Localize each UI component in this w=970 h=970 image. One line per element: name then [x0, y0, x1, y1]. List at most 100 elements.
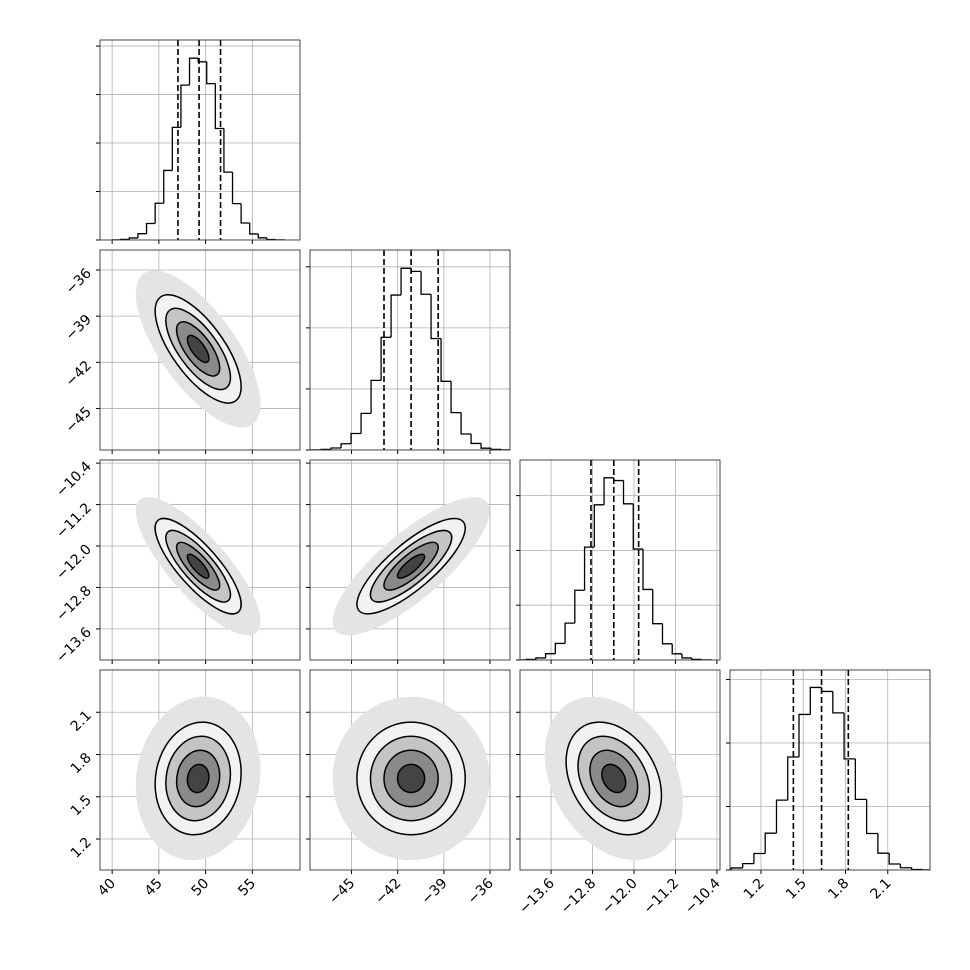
- y-tick-label: 1.8: [68, 750, 95, 777]
- density-contour: [186, 334, 210, 364]
- x-tick-label: −39: [418, 876, 450, 908]
- x-tick-label: −42: [372, 876, 404, 908]
- histogram-step: [661, 623, 673, 645]
- y-tick-label: −11.2: [53, 500, 95, 542]
- histogram-step: [206, 61, 216, 85]
- histogram-step: [231, 172, 242, 205]
- histogram-step: [257, 233, 267, 239]
- histogram-step: [440, 338, 452, 382]
- panel-frame: [309, 459, 511, 661]
- y-tick-label: −12.0: [53, 542, 95, 584]
- histogram-step: [240, 203, 250, 224]
- histogram-step: [214, 83, 224, 130]
- histogram-step: [360, 412, 372, 434]
- x-tick-label: −11.2: [641, 876, 683, 918]
- histogram-step: [583, 546, 595, 591]
- density-contour: [601, 763, 627, 794]
- x-tick-label: −10.4: [682, 875, 724, 917]
- x-tick-label: 55: [235, 876, 259, 900]
- histogram-step: [911, 867, 923, 870]
- x-tick-label: 1.8: [825, 876, 852, 903]
- histogram-step: [249, 223, 259, 235]
- panel: [310, 460, 510, 660]
- density-contour: [186, 553, 210, 579]
- histogram-step: [410, 268, 422, 273]
- histogram-step: [180, 84, 190, 128]
- histogram-step: [764, 832, 777, 854]
- panel-frame: [99, 39, 301, 241]
- x-tick-label: 1.5: [783, 876, 810, 903]
- histogram-step: [450, 381, 462, 414]
- density-contour: [396, 553, 426, 579]
- y-tick-label: 2.1: [68, 708, 95, 735]
- y-tick-label: 1.2: [68, 835, 95, 862]
- histogram-step: [544, 653, 556, 658]
- histogram-step: [154, 202, 164, 224]
- panel: [100, 670, 300, 870]
- histogram-step: [223, 128, 233, 173]
- histogram-step: [188, 57, 199, 86]
- histogram-step: [877, 833, 890, 854]
- y-tick-label: 1.5: [68, 792, 95, 819]
- histogram-step: [480, 443, 492, 449]
- histogram-step: [137, 233, 147, 238]
- panel-frame: [99, 249, 301, 451]
- histogram-step: [809, 686, 822, 715]
- histogram-step: [593, 504, 605, 548]
- x-tick-label: −12.0: [599, 876, 641, 918]
- x-tick-label: 50: [189, 876, 213, 900]
- panel-frame: [309, 669, 511, 871]
- histogram-step: [642, 549, 653, 591]
- x-tick-label: −12.8: [558, 876, 600, 918]
- histogram-step: [742, 863, 754, 868]
- histogram-step: [787, 756, 800, 801]
- histogram-step: [163, 169, 173, 204]
- histogram-step: [350, 432, 362, 444]
- histogram-step: [691, 657, 702, 660]
- density-contour: [396, 763, 426, 794]
- panel-frame: [309, 249, 511, 451]
- histogram-step: [490, 448, 502, 450]
- y-tick-label: −36: [63, 265, 95, 297]
- histogram-step: [899, 863, 912, 869]
- x-tick-label: −13.6: [516, 875, 558, 917]
- histogram-step: [798, 713, 811, 757]
- x-tick-label: 1.2: [741, 876, 768, 903]
- histogram-step: [775, 799, 788, 834]
- histogram-step: [171, 126, 181, 171]
- x-tick-label: 45: [142, 876, 166, 900]
- panel-frame: [99, 459, 301, 661]
- histogram-step: [753, 852, 766, 864]
- panel: [520, 460, 720, 660]
- x-tick-label: 40: [95, 876, 119, 900]
- histogram-step: [832, 691, 845, 714]
- panel: [100, 40, 300, 240]
- histogram-step: [460, 412, 472, 435]
- histogram-step: [128, 237, 138, 240]
- panel: [100, 460, 300, 660]
- panel: [520, 670, 720, 870]
- histogram-step: [380, 336, 392, 381]
- histogram-step: [843, 712, 856, 760]
- panel-frame: [729, 669, 931, 871]
- y-tick-label: −45: [63, 404, 95, 436]
- y-tick-label: −39: [63, 312, 95, 344]
- panel-frame: [519, 459, 721, 661]
- histogram-step: [564, 622, 575, 644]
- histogram-step: [730, 867, 743, 870]
- histogram-step: [820, 687, 833, 693]
- histogram-step: [854, 758, 867, 801]
- panel: [100, 250, 300, 450]
- histogram-step: [603, 477, 614, 505]
- histogram-step: [613, 477, 624, 482]
- histogram-step: [632, 503, 644, 550]
- panel-frame: [99, 669, 301, 871]
- histogram-step: [470, 433, 482, 445]
- panel: [310, 670, 510, 870]
- histogram-step: [330, 447, 342, 450]
- histogram-step: [865, 799, 878, 835]
- y-tick-label: −42: [63, 358, 95, 390]
- histogram-step: [390, 294, 402, 338]
- y-tick-label: −13.6: [53, 624, 95, 666]
